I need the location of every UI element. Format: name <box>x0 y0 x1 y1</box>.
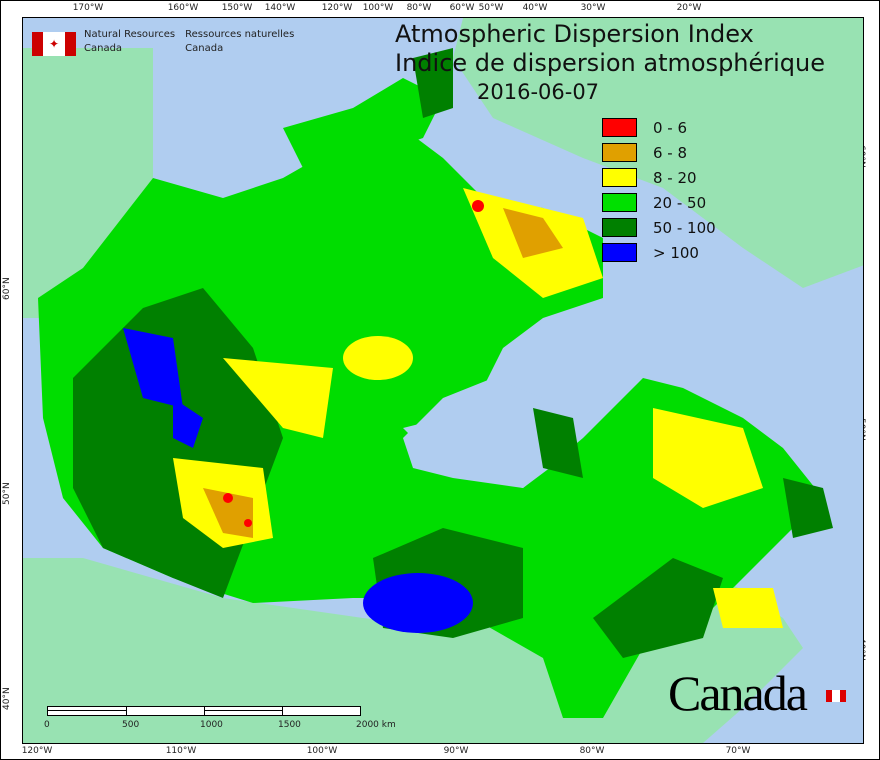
canada-flag-icon: ✦ <box>32 32 76 56</box>
scale-label: 0 <box>44 720 50 730</box>
legend-label: 6 - 8 <box>653 143 688 162</box>
scale-bar: 0 500 1000 1500 2000 km <box>44 706 396 730</box>
graticule-label: 60°N <box>2 277 12 300</box>
graticule-label: 140°W <box>264 3 296 13</box>
scale-label: 2000 km <box>356 720 396 730</box>
legend-label: 20 - 50 <box>653 193 707 212</box>
dispersion-map <box>23 18 863 743</box>
title-en: Atmospheric Dispersion Index <box>395 20 754 48</box>
graticule-label: 50°W <box>478 3 504 13</box>
graticule-label: 100°W <box>306 746 338 756</box>
legend-swatch <box>602 193 637 212</box>
map-canvas[interactable] <box>22 17 864 744</box>
legend-item: 20 - 50 <box>602 190 716 215</box>
graticule-label: 30°W <box>580 3 606 13</box>
graticule-label: 110°W <box>165 746 197 756</box>
legend-item: 6 - 8 <box>602 140 716 165</box>
scale-label: 500 <box>122 720 140 730</box>
graticule-label: 20°W <box>676 3 702 13</box>
legend-item: 50 - 100 <box>602 215 716 240</box>
graticule-label: 150°W <box>221 3 253 13</box>
legend: 0 - 6 6 - 8 8 - 20 20 - 50 50 - 100 > 100 <box>602 115 716 265</box>
org-country-fr: Canada <box>185 43 224 54</box>
wordmark-flag-icon <box>826 690 847 702</box>
graticule-label: 160°W <box>167 3 199 13</box>
legend-swatch <box>602 218 637 237</box>
graticule-label: 60°W <box>449 3 475 13</box>
legend-label: 8 - 20 <box>653 168 697 187</box>
graticule-label: 90°W <box>443 746 469 756</box>
greenland <box>453 18 863 288</box>
graticule-label: 40°W <box>522 3 548 13</box>
legend-item: 8 - 20 <box>602 165 716 190</box>
org-name-fr: Ressources naturelles <box>185 29 295 40</box>
alaska <box>23 48 153 318</box>
graticule-label: 80°W <box>579 746 605 756</box>
org-name-en: Natural Resources <box>84 29 176 40</box>
legend-swatch <box>602 118 637 137</box>
graticule-label: 70°W <box>725 746 751 756</box>
canada-wordmark: Canada <box>668 665 808 721</box>
org-country-en: Canada <box>84 43 123 54</box>
legend-swatch <box>602 143 637 162</box>
canada-region <box>38 128 823 718</box>
legend-item: 0 - 6 <box>602 115 716 140</box>
graticule-label: 170°W <box>72 3 104 13</box>
legend-label: 50 - 100 <box>653 218 716 237</box>
nrcan-signature: ✦ Natural Resources Canada Ressources nat… <box>32 28 294 56</box>
scale-label: 1000 <box>200 720 223 730</box>
legend-swatch <box>602 168 637 187</box>
graticule-label: 120°W <box>321 3 353 13</box>
legend-label: 0 - 6 <box>653 118 688 137</box>
legend-label: > 100 <box>653 243 699 262</box>
map-title: Atmospheric Dispersion Index Indice de d… <box>395 20 825 107</box>
title-fr: Indice de dispersion atmosphérique <box>395 49 826 77</box>
graticule-label: 120°W <box>21 746 53 756</box>
scale-label: 1500 <box>278 720 301 730</box>
map-date: 2016-06-07 <box>477 80 600 104</box>
graticule-label: 80°W <box>406 3 432 13</box>
graticule-label: 50°N <box>2 482 12 505</box>
legend-item: > 100 <box>602 240 716 265</box>
graticule-label: 40°N <box>2 687 12 710</box>
legend-swatch <box>602 243 637 262</box>
graticule-label: 100°W <box>362 3 394 13</box>
